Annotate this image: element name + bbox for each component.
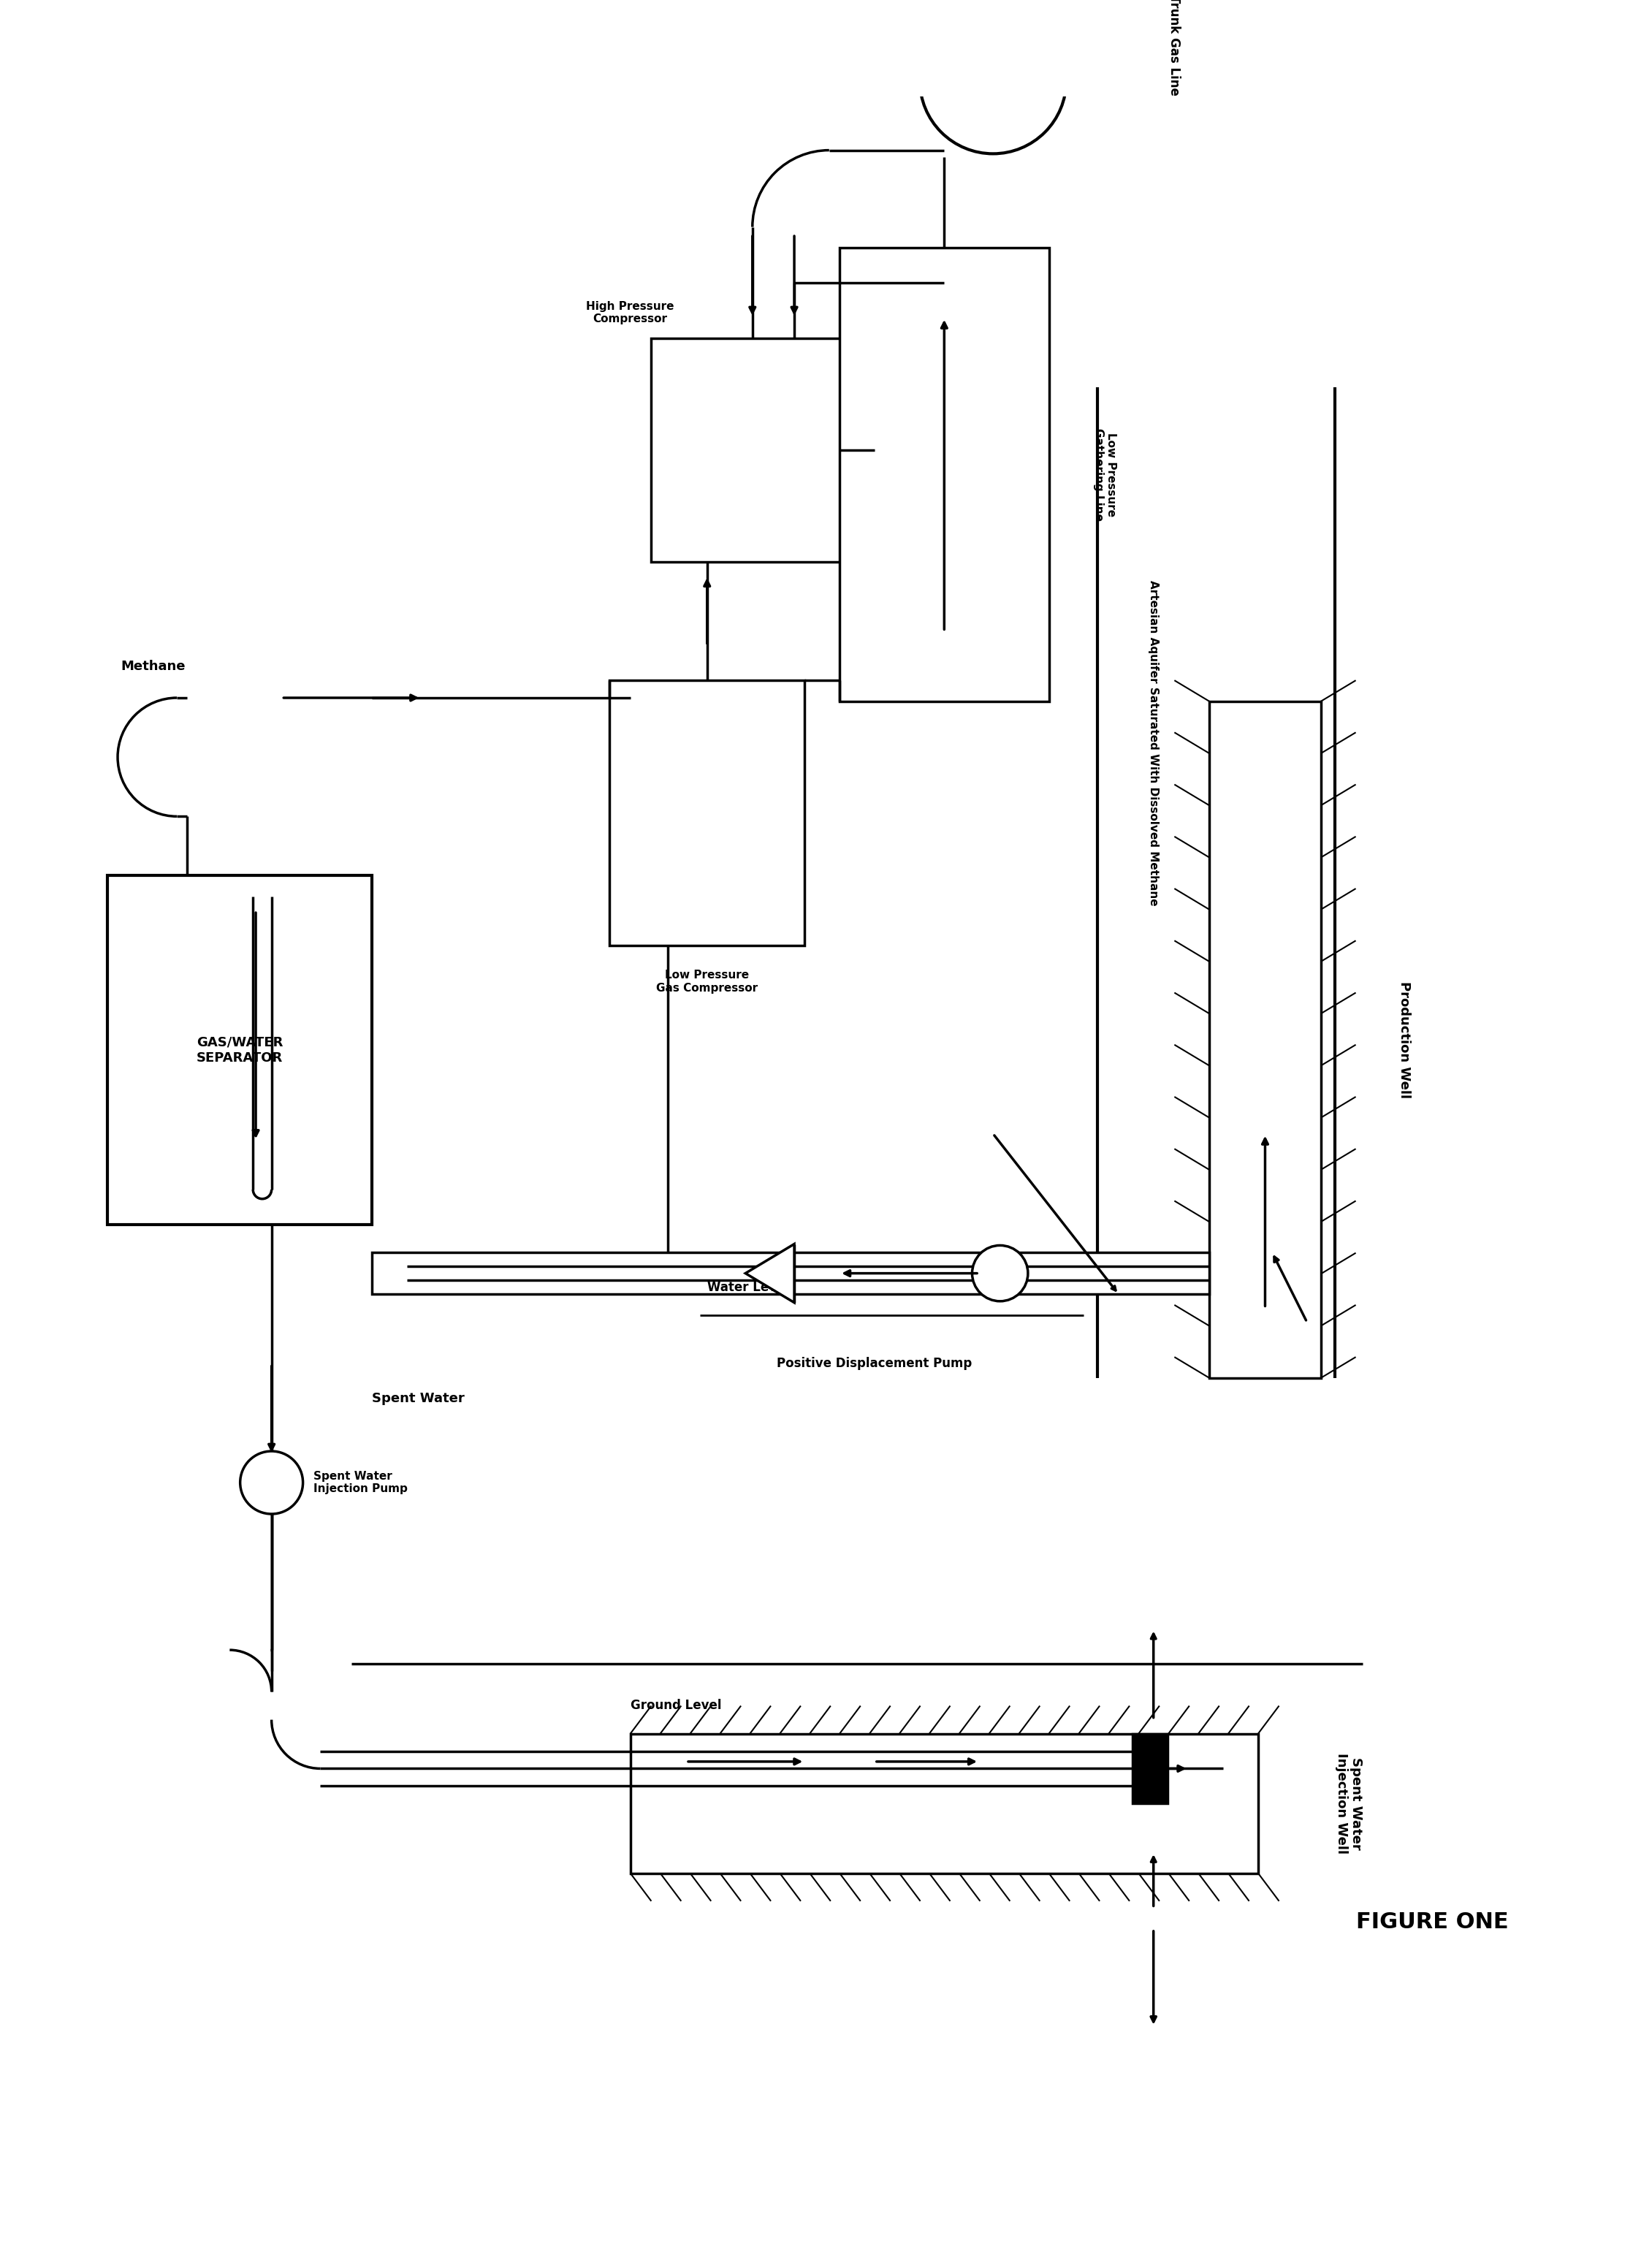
Text: FIGURE ONE: FIGURE ONE (1356, 1912, 1508, 1932)
Bar (610, 681, 805, 946)
Bar (1209, 701, 1322, 1378)
Text: Methane: Methane (121, 659, 185, 672)
Text: Spent Water: Spent Water (372, 1392, 464, 1405)
Text: Spent Water
Injection Pump: Spent Water Injection Pump (314, 1470, 408, 1495)
Text: Ground Level: Ground Level (631, 1699, 722, 1712)
Text: Production Well: Production Well (1398, 982, 1411, 1098)
Text: Low Pressure
Gas Compressor: Low Pressure Gas Compressor (656, 970, 758, 993)
Bar (631, 1735, 1259, 1873)
Text: Artesian Aquifer Saturated With Dissolved Methane: Artesian Aquifer Saturated With Dissolve… (1148, 580, 1160, 905)
Text: Low Pressure
Gathering Line: Low Pressure Gathering Line (1094, 428, 1117, 520)
Circle shape (240, 1452, 302, 1515)
Text: GAS/WATER
SEPARATOR: GAS/WATER SEPARATOR (197, 1035, 282, 1064)
Text: Positive Displacement Pump: Positive Displacement Pump (776, 1358, 971, 1369)
Polygon shape (745, 1244, 795, 1302)
Bar (839, 249, 1049, 701)
Text: Trunk Gas Line: Trunk Gas Line (1168, 0, 1181, 96)
Bar (107, 876, 372, 1224)
Text: Water Level: Water Level (707, 1282, 790, 1295)
Text: Spent Water
Injection Well: Spent Water Injection Well (1335, 1752, 1363, 1853)
Circle shape (971, 1246, 1028, 1302)
Bar (1133, 1735, 1168, 1804)
Text: High Pressure
Compressor: High Pressure Compressor (586, 300, 674, 325)
Bar (372, 1253, 1209, 1295)
Bar (651, 338, 874, 562)
Circle shape (920, 7, 1066, 155)
